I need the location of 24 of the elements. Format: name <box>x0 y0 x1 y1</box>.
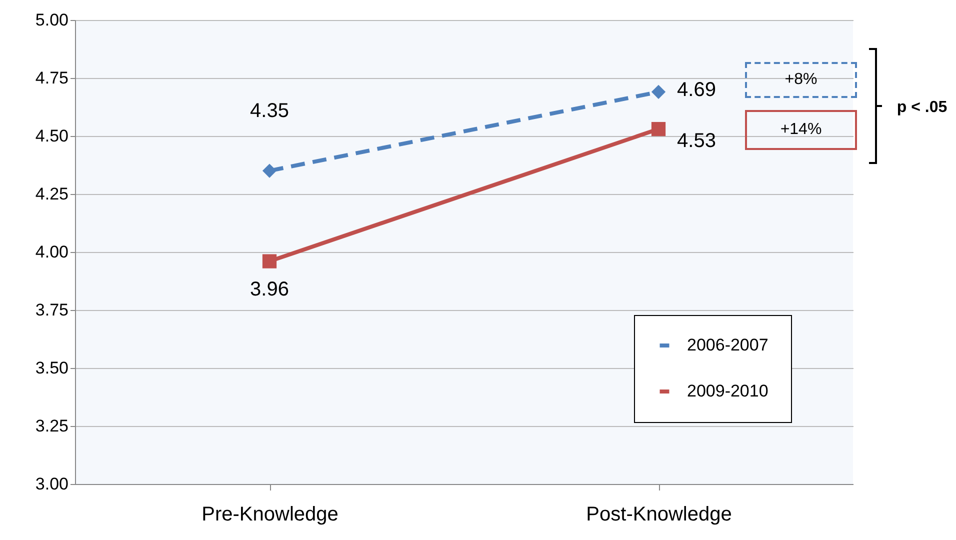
data-label: 4.69 <box>677 78 716 101</box>
note-box: +14% <box>745 110 857 150</box>
y-tick-label: 3.50 <box>35 358 68 378</box>
point <box>651 122 666 136</box>
y-tick-label: 3.75 <box>35 300 68 320</box>
y-tick-label: 4.50 <box>35 126 68 146</box>
legend-label: 2009-2010 <box>687 382 768 400</box>
text: p < .05 <box>896 98 948 118</box>
x-tick-label: Post-Knowledge <box>586 504 732 526</box>
note-box: +8% <box>745 62 857 98</box>
data-label: 4.35 <box>250 100 289 122</box>
y-tick-label: 3.00 <box>35 474 68 494</box>
y-tick-label: 4.75 <box>35 68 68 88</box>
point <box>262 254 277 268</box>
y-tick-label: 5.00 <box>35 10 68 30</box>
legend-label: 2006-2007 <box>687 336 768 354</box>
y-tick-label: 4.25 <box>35 184 68 204</box>
data-label: 4.53 <box>677 130 716 152</box>
y-tick-label: 4.00 <box>35 242 68 262</box>
point <box>262 164 277 178</box>
data-label: 3.96 <box>250 278 289 300</box>
point <box>651 84 666 99</box>
y-tick-label: 3.25 <box>35 416 68 436</box>
x-tick-label: Pre-Knowledge <box>202 504 338 526</box>
